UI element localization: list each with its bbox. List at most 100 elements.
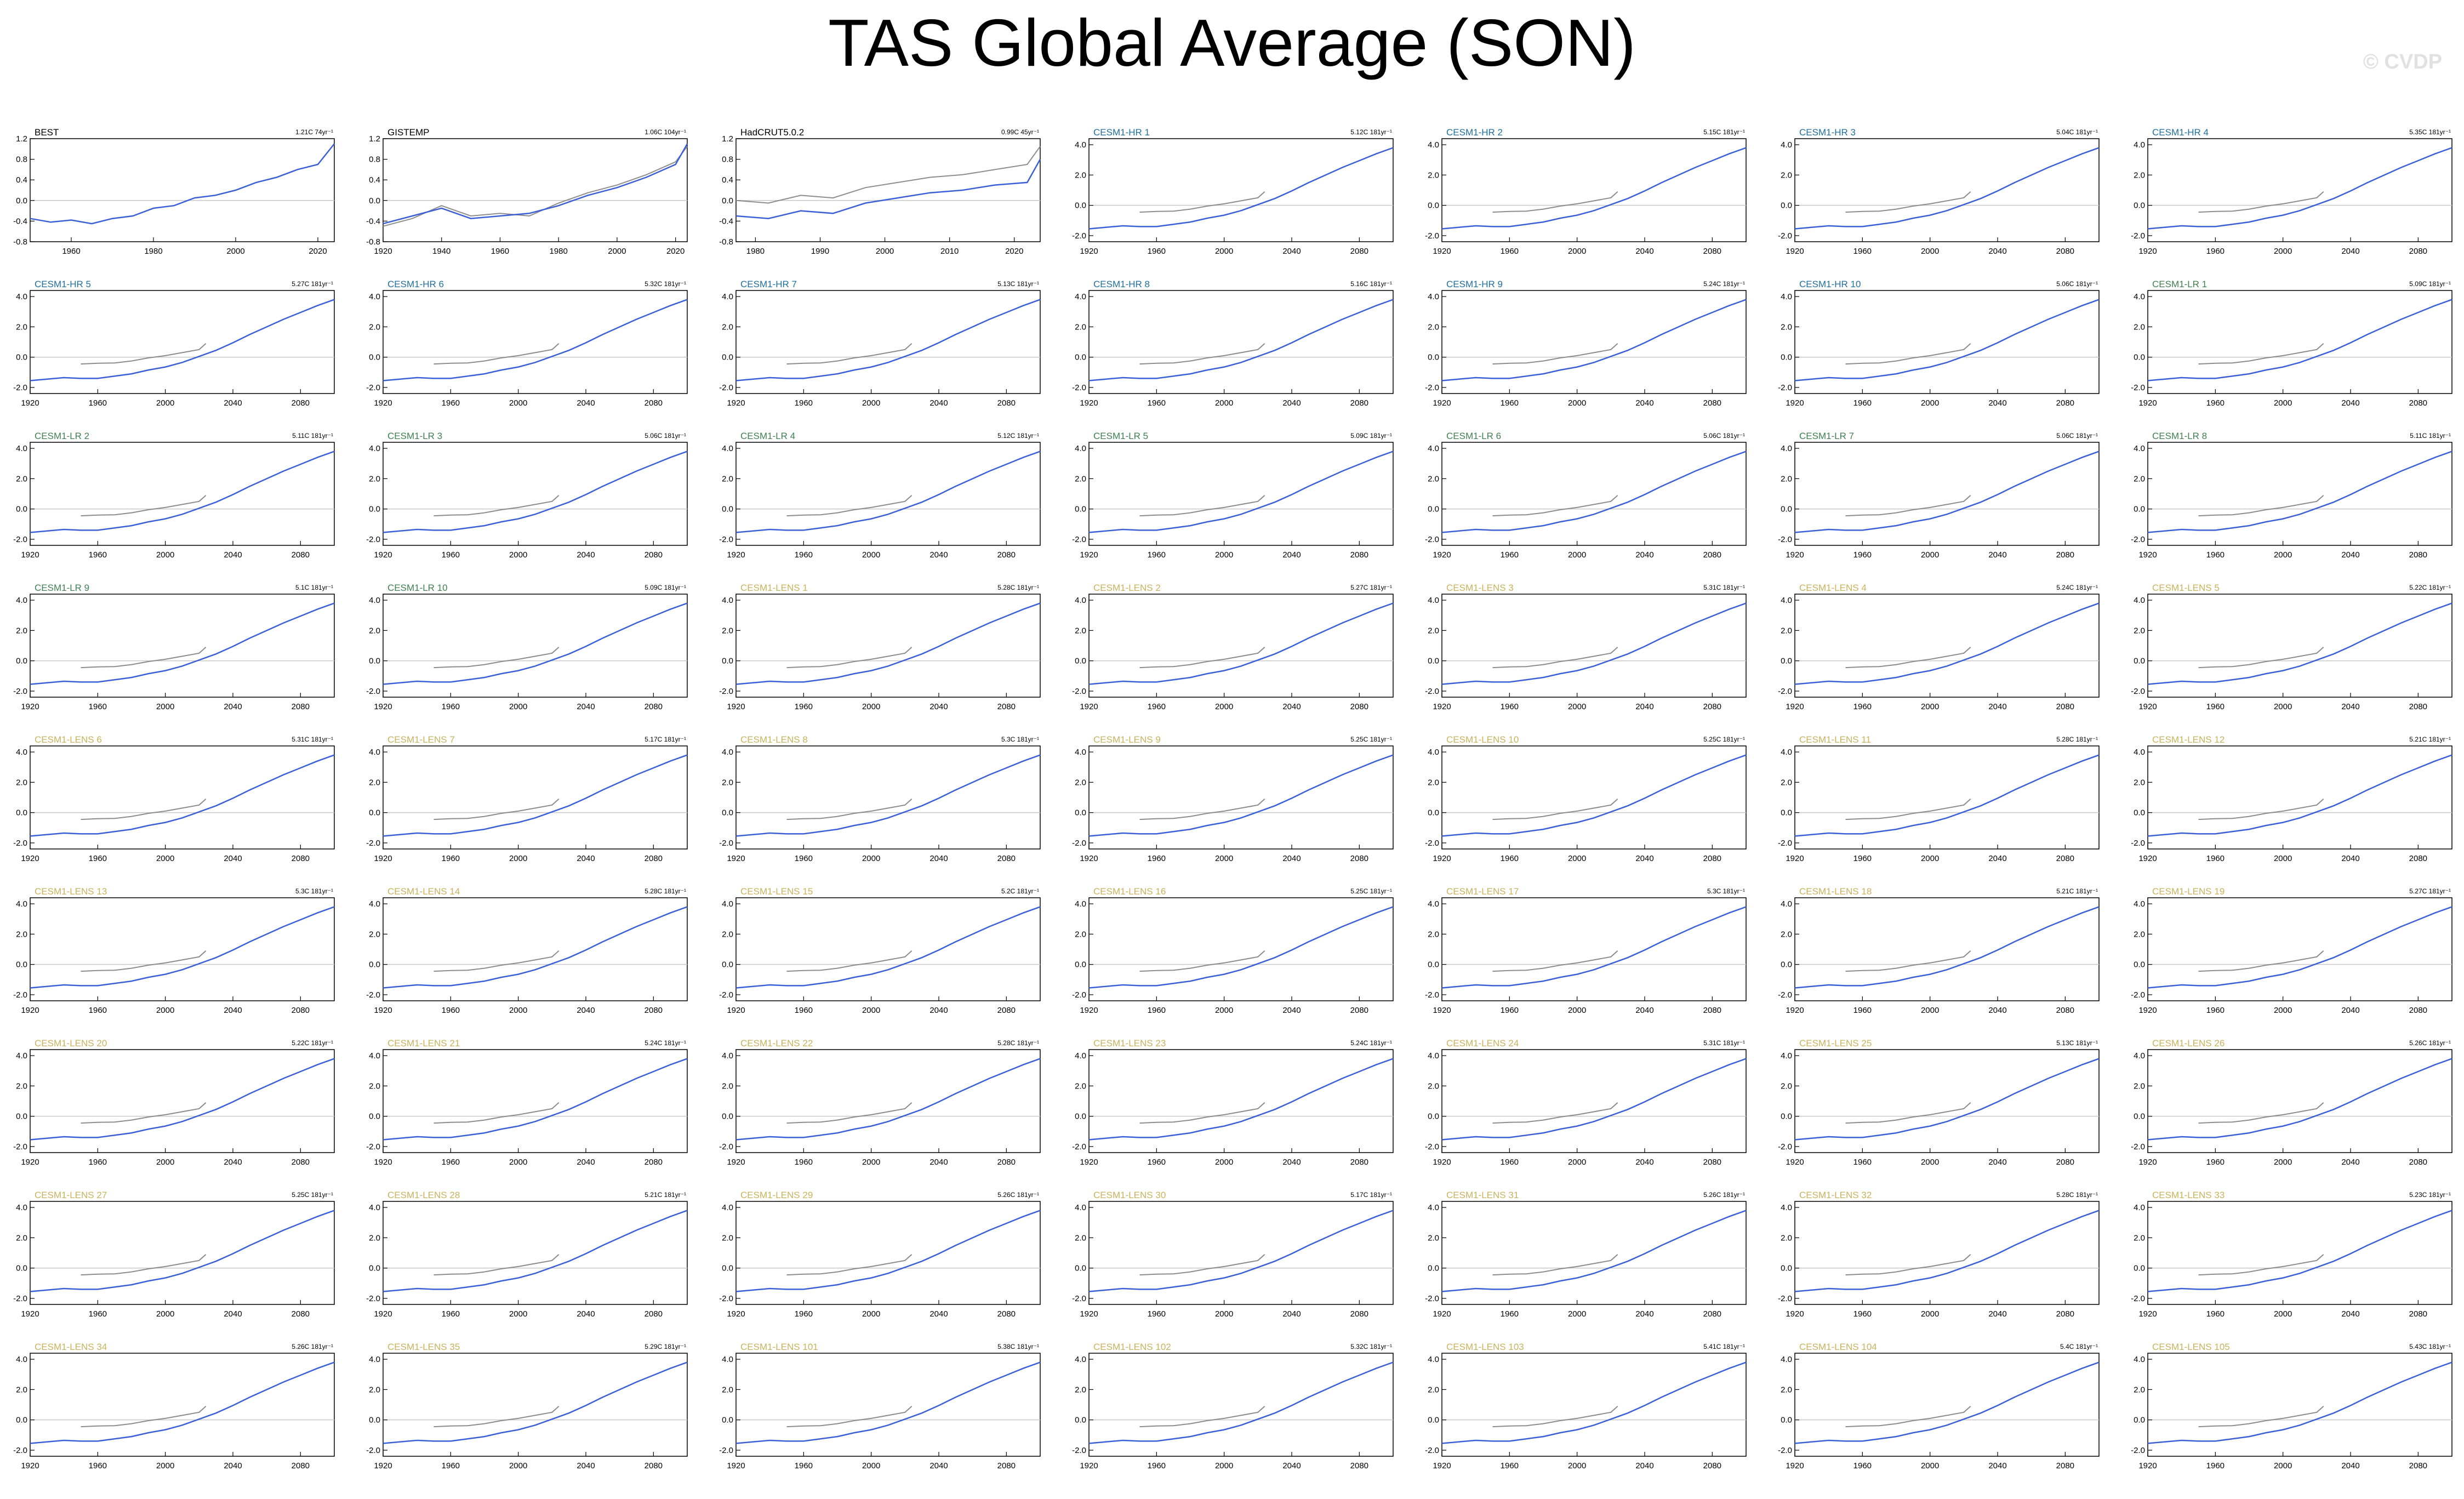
x-tick-label: 2000 — [2274, 398, 2292, 408]
x-tick-label: 2000 — [1215, 1309, 1233, 1319]
x-tick-label: 2080 — [1350, 1309, 1368, 1319]
x-tick-label: 1920 — [1433, 247, 1451, 256]
y-tick-label: 4.0 — [1781, 444, 1792, 453]
x-tick-label: 2000 — [2274, 550, 2292, 560]
obs-series-line — [786, 950, 912, 972]
x-tick-label: 1920 — [727, 1006, 745, 1015]
y-tick-label: 4.0 — [1075, 444, 1086, 453]
y-tick-label: 4.0 — [16, 292, 27, 301]
cvdp-watermark: © CVDP — [2363, 50, 2442, 73]
obs-series-line — [1139, 1102, 1265, 1124]
model-series-line — [2147, 1210, 2452, 1292]
y-tick-label: 0.8 — [16, 155, 27, 164]
x-tick-label: 1960 — [89, 1006, 107, 1015]
panel-title: CESM1-HR 10 — [1799, 279, 1861, 289]
y-tick-label: 2.0 — [2134, 1081, 2145, 1091]
obs-main-series-line — [735, 158, 1041, 219]
panel-title: CESM1-LENS 23 — [1093, 1038, 1166, 1048]
y-tick-label: -2.0 — [2131, 687, 2145, 696]
x-tick-label: 2080 — [644, 854, 663, 863]
y-tick-label: 4.0 — [1781, 1051, 1792, 1061]
x-tick-label: 2040 — [224, 854, 242, 863]
x-tick-label: 2000 — [1921, 1461, 1939, 1470]
x-tick-label: 1920 — [727, 550, 745, 560]
x-tick-label: 2040 — [1988, 398, 2006, 408]
model-series-line — [383, 602, 688, 685]
obs-series-line — [81, 647, 207, 669]
y-tick-label: 4.0 — [2134, 899, 2145, 909]
x-tick-label: 2040 — [1635, 1309, 1653, 1319]
panel-frame — [1794, 138, 2100, 242]
x-tick-label: 2040 — [929, 1461, 948, 1470]
x-tick-label: 2080 — [1703, 702, 1721, 711]
y-tick-label: 0.0 — [16, 1264, 27, 1273]
panel-frame — [735, 290, 1041, 394]
y-tick-label: 2.0 — [1428, 626, 1439, 635]
x-tick-label: 2000 — [862, 1461, 880, 1470]
panel-frame — [735, 897, 1041, 1001]
x-tick-label: 2000 — [2274, 1461, 2292, 1470]
panel-trend-label: 5.26C 181yr⁻¹ — [2409, 1039, 2451, 1047]
y-tick-label: -2.0 — [1072, 1446, 1086, 1455]
x-tick-label: 1920 — [1433, 1309, 1451, 1319]
x-tick-label: 2040 — [1988, 1461, 2006, 1470]
y-tick-label: -2.0 — [1425, 1446, 1439, 1455]
panel-title: CESM1-LENS 28 — [387, 1190, 460, 1200]
y-tick-label: 4.0 — [722, 444, 733, 453]
x-tick-label: 1960 — [2206, 550, 2225, 560]
x-tick-label: 1960 — [2206, 1006, 2225, 1015]
model-series-line — [1794, 1058, 2100, 1141]
y-tick-label: 2.0 — [722, 1081, 733, 1091]
x-tick-label: 2040 — [224, 1158, 242, 1167]
x-tick-label: 1920 — [727, 1158, 745, 1167]
panel-trend-label: 5.38C 181yr⁻¹ — [997, 1343, 1039, 1350]
x-tick-label: 1920 — [1080, 1461, 1098, 1470]
y-tick-label: 2.0 — [1428, 778, 1439, 787]
x-tick-label: 1920 — [2138, 247, 2157, 256]
y-tick-label: 1.2 — [369, 134, 380, 144]
panel-frame — [2147, 138, 2452, 242]
x-tick-label: 2080 — [644, 398, 663, 408]
panel-title: CESM1-HR 1 — [1093, 127, 1150, 138]
panel-frame — [30, 290, 335, 394]
x-tick-label: 2080 — [1350, 702, 1368, 711]
y-tick-label: -2.0 — [1072, 1294, 1086, 1303]
y-tick-label: 2.0 — [369, 626, 380, 635]
x-tick-label: 1960 — [795, 398, 813, 408]
y-tick-label: 4.0 — [1075, 1355, 1086, 1364]
y-tick-label: 4.0 — [369, 748, 380, 757]
x-tick-label: 1960 — [2206, 1461, 2225, 1470]
x-tick-label: 1960 — [1148, 1006, 1166, 1015]
x-tick-label: 2040 — [929, 398, 948, 408]
y-tick-label: -2.0 — [2131, 990, 2145, 1000]
x-tick-label: 1920 — [374, 1461, 392, 1470]
x-tick-label: 2040 — [577, 1309, 595, 1319]
x-tick-label: 1920 — [1080, 702, 1098, 711]
x-tick-label: 1920 — [1786, 398, 1804, 408]
x-tick-label: 2040 — [224, 1461, 242, 1470]
x-tick-label: 1920 — [1433, 1006, 1451, 1015]
panel-frame — [30, 442, 335, 546]
panel-title: CESM1-LENS 6 — [35, 734, 102, 745]
x-tick-label: 1960 — [795, 1309, 813, 1319]
y-tick-label: 0.0 — [16, 1416, 27, 1425]
x-tick-label: 2080 — [2409, 1461, 2427, 1470]
y-tick-label: 2.0 — [2134, 1385, 2145, 1394]
x-tick-label: 1920 — [1433, 398, 1451, 408]
panel-title: CESM1-LENS 8 — [740, 734, 808, 745]
y-tick-label: 2.0 — [16, 474, 27, 483]
x-tick-label: 2080 — [2409, 247, 2427, 256]
y-tick-label: -2.0 — [719, 990, 733, 1000]
y-tick-label: 4.0 — [722, 748, 733, 757]
x-tick-label: 1960 — [1501, 247, 1519, 256]
y-tick-label: 0.0 — [16, 960, 27, 970]
x-tick-label: 1920 — [374, 702, 392, 711]
x-tick-label: 1920 — [21, 854, 39, 863]
y-tick-label: 2.0 — [1781, 170, 1792, 180]
x-tick-label: 2000 — [1215, 1461, 1233, 1470]
y-tick-label: 0.0 — [1428, 1264, 1439, 1273]
x-tick-label: 2080 — [292, 854, 310, 863]
obs-series-line — [1845, 950, 1971, 972]
x-tick-label: 2080 — [2056, 1158, 2074, 1167]
y-tick-label: 0.0 — [369, 808, 380, 818]
